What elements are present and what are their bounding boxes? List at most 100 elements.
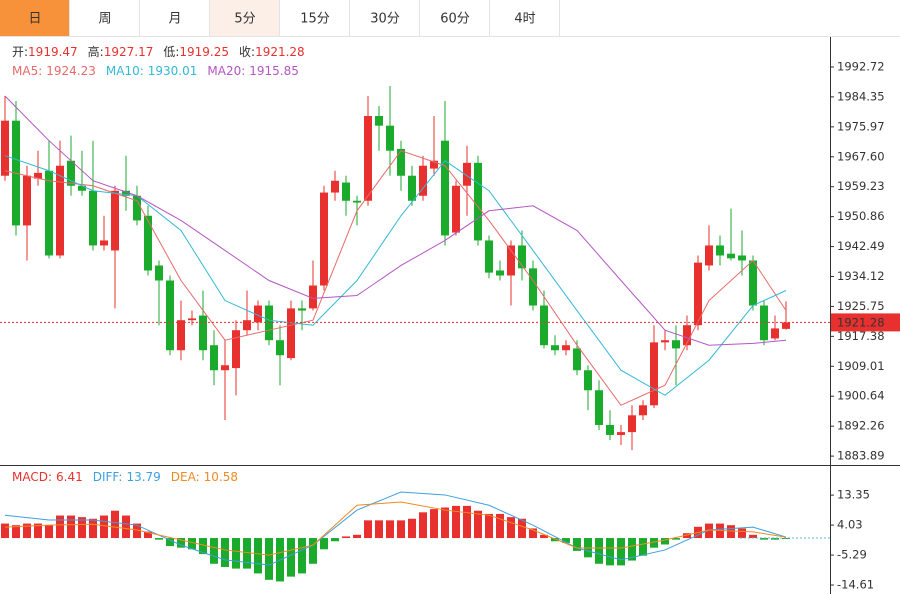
- candle-body: [188, 318, 196, 321]
- candle: [738, 230, 746, 276]
- y-tick-label: 1950.86: [837, 209, 885, 223]
- tab[interactable]: 周: [70, 0, 140, 36]
- tab[interactable]: 5分: [210, 0, 280, 36]
- y-tick-label: 1900.64: [837, 389, 885, 403]
- macd-bar: [672, 538, 680, 540]
- legend-value: 1915.85: [249, 64, 299, 78]
- candle: [485, 235, 493, 279]
- candle: [100, 215, 108, 251]
- candle-body: [1, 120, 9, 176]
- candle: [386, 85, 394, 176]
- macd-bar: [45, 525, 53, 539]
- candle: [45, 140, 53, 259]
- candle: [12, 101, 20, 236]
- macd-bar: [144, 531, 152, 539]
- candle: [177, 300, 185, 361]
- macd-bar: [573, 538, 581, 551]
- tab-background: [140, 0, 210, 36]
- y-tick-label: 1892.26: [837, 419, 885, 433]
- candle: [331, 170, 339, 201]
- macd-bar: [551, 538, 559, 542]
- macd-bar: [309, 538, 317, 564]
- candle: [309, 260, 317, 311]
- candle-body: [716, 245, 724, 256]
- macd-bar: [177, 538, 185, 548]
- candle-body: [661, 340, 669, 343]
- candle-body: [287, 308, 295, 359]
- macd-bar: [397, 520, 405, 539]
- macd-bar: [485, 513, 493, 539]
- tab[interactable]: 60分: [420, 0, 490, 36]
- candle: [716, 235, 724, 266]
- macd-bar: [331, 538, 339, 542]
- legend-label: MACD:: [12, 470, 52, 484]
- macd-bar: [364, 520, 372, 539]
- candle-body: [100, 240, 108, 246]
- legend-label: MA5:: [12, 64, 42, 78]
- candle: [111, 185, 119, 309]
- candle-body: [628, 415, 636, 433]
- candle: [210, 330, 218, 386]
- y-tick-label: 1942.49: [837, 239, 885, 253]
- tab-label: 30分: [370, 12, 400, 27]
- legend-value: 1919.25: [179, 45, 229, 59]
- macd-bar: [287, 538, 295, 577]
- candle: [78, 150, 86, 196]
- tab-label: 日: [28, 12, 41, 27]
- candle-body: [463, 162, 471, 186]
- candle-body: [529, 268, 537, 306]
- tab[interactable]: 15分: [280, 0, 350, 36]
- tab[interactable]: 30分: [350, 0, 420, 36]
- candle-body: [155, 265, 163, 281]
- candle-body: [672, 340, 680, 349]
- candle: [144, 205, 152, 276]
- tab-background: [210, 0, 280, 36]
- candle: [419, 155, 427, 201]
- candle: [562, 340, 570, 356]
- candle: [650, 325, 658, 409]
- candle: [375, 106, 383, 151]
- candle: [474, 155, 482, 246]
- candle: [320, 185, 328, 291]
- legend-value: 1930.01: [148, 64, 198, 78]
- macd-bar: [727, 525, 735, 539]
- candle-body: [56, 165, 64, 256]
- macd-bar: [496, 513, 504, 539]
- tab-background: [280, 0, 350, 36]
- legend-label: 高:: [88, 44, 104, 59]
- candle-body: [144, 215, 152, 271]
- macd-bar: [78, 517, 86, 539]
- macd-bar: [232, 538, 240, 569]
- legend-value: 1927.17: [104, 45, 154, 59]
- legend: 开:1919.47 高:1927.17 低:1919.25 收:1921.28: [12, 44, 305, 59]
- candle-body: [364, 116, 372, 201]
- candle: [67, 135, 75, 196]
- candle: [628, 405, 636, 450]
- legend-value: 6.41: [56, 470, 83, 484]
- candle: [694, 255, 702, 331]
- macd-bar: [562, 538, 570, 543]
- candle: [496, 260, 504, 281]
- candle: [771, 315, 779, 341]
- candle-body: [749, 260, 757, 306]
- candle-body: [45, 170, 53, 256]
- candle-body: [111, 190, 119, 251]
- macd-bar: [199, 538, 207, 555]
- macd-bar: [67, 515, 75, 539]
- macd-bar: [408, 518, 416, 539]
- candle: [584, 365, 592, 411]
- candle-body: [573, 348, 581, 371]
- macd-bar: [661, 538, 669, 545]
- tab[interactable]: 月: [140, 0, 210, 36]
- legend-label: 开:: [12, 45, 28, 59]
- candle-body: [617, 432, 625, 435]
- tab[interactable]: 4时: [490, 0, 560, 36]
- candle: [34, 150, 42, 186]
- candle: [529, 260, 537, 311]
- tab[interactable]: 日: [0, 0, 70, 36]
- macd-bar: [111, 510, 119, 539]
- macd-bar: [320, 538, 328, 550]
- candle-body: [507, 245, 515, 276]
- candle: [441, 101, 449, 246]
